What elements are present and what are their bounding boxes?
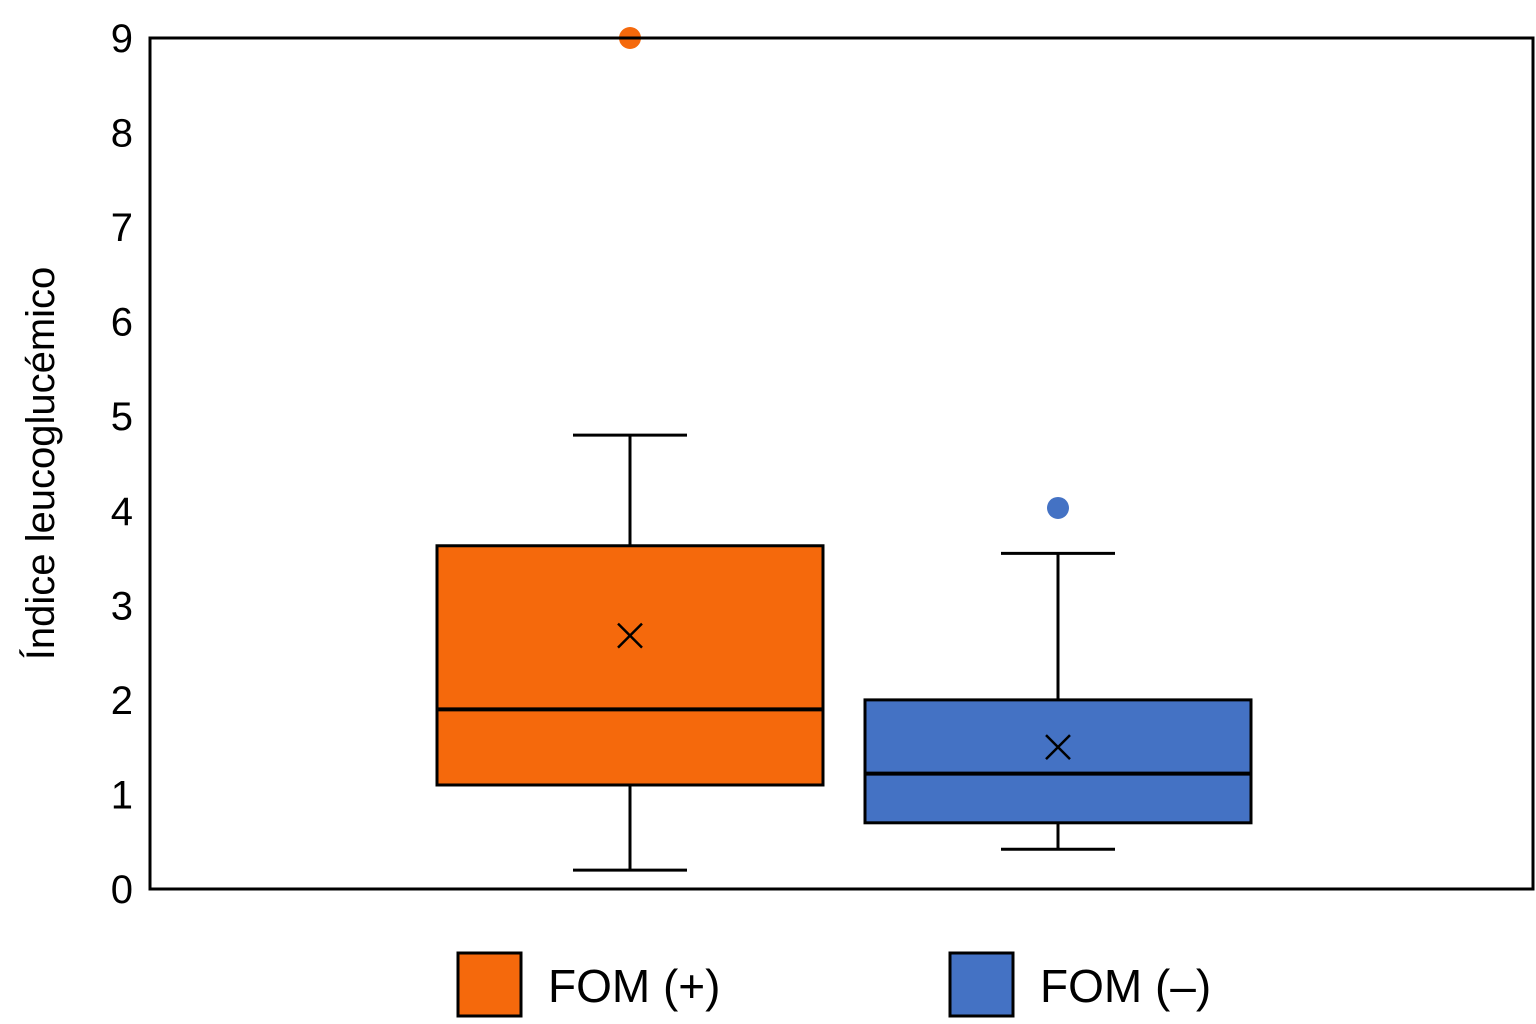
- iqr-box: [435, 544, 825, 787]
- y-tick-label: 8: [111, 112, 133, 156]
- legend-label: FOM (–): [1040, 960, 1211, 1012]
- mean-marker: [617, 622, 643, 649]
- box-group-fom-positive: [435, 27, 825, 872]
- legend-swatch: [948, 951, 1015, 1018]
- y-tick-label: 1: [111, 773, 133, 817]
- y-axis-label: Índice leucoglucémico: [18, 267, 63, 661]
- mean-marker: [1045, 734, 1071, 761]
- y-tick-label: 9: [111, 17, 133, 61]
- legend-swatch: [456, 951, 523, 1018]
- legend: FOM (+) FOM (–): [456, 951, 1211, 1018]
- legend-item: FOM (+): [456, 951, 720, 1018]
- legend-label: FOM (+): [548, 960, 720, 1012]
- boxes: [435, 27, 1253, 872]
- y-tick-label: 4: [111, 490, 133, 534]
- y-axis-ticks: 0 1 2 3 4 5 6 7 8 9: [111, 17, 133, 912]
- y-tick-label: 2: [111, 679, 133, 723]
- outlier-point: [1047, 496, 1069, 519]
- y-tick-label: 5: [111, 395, 133, 439]
- iqr-box: [863, 698, 1253, 825]
- y-tick-label: 6: [111, 301, 133, 345]
- y-tick-label: 3: [111, 584, 133, 628]
- plot-area-frame: [148, 36, 1535, 891]
- box-group-fom-negative: [863, 496, 1253, 851]
- legend-item: FOM (–): [948, 951, 1211, 1018]
- y-tick-label: 7: [111, 206, 133, 250]
- y-tick-label: 0: [111, 868, 133, 912]
